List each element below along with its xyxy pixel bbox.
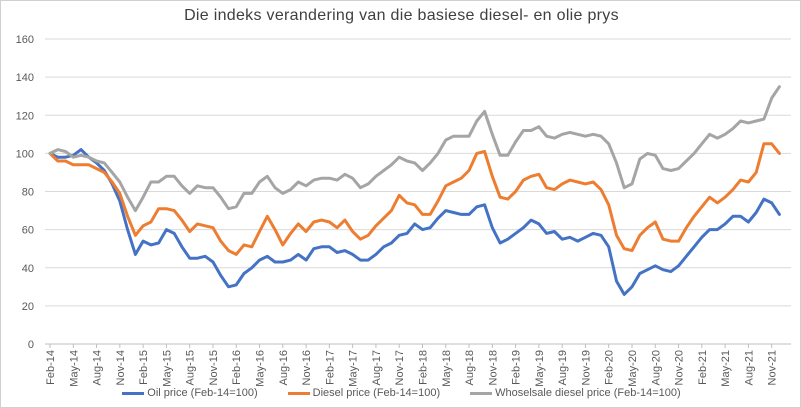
legend-item-wholesale: Whoselsale diesel price (Feb-14=100) xyxy=(470,387,681,399)
y-tick-label: 40 xyxy=(22,263,34,275)
x-tick-label: May-20 xyxy=(627,350,639,387)
x-tick-label: May-15 xyxy=(161,350,173,387)
x-tick-label: May-18 xyxy=(441,350,453,387)
x-tick-label: Feb-18 xyxy=(417,350,429,385)
x-tick-label: Aug-20 xyxy=(650,350,662,385)
x-tick-label: Nov-17 xyxy=(394,350,406,385)
x-tick-label: Nov-21 xyxy=(767,350,779,385)
legend-swatch-diesel xyxy=(287,391,310,395)
x-tick-label: Feb-21 xyxy=(697,350,709,385)
oil-price-line xyxy=(48,148,781,296)
legend-label-diesel: Diesel price (Feb-14=100) xyxy=(312,387,441,399)
x-tick-label: May-14 xyxy=(68,350,80,387)
y-tick-label: 20 xyxy=(22,301,34,313)
x-tick-label: Nov-18 xyxy=(487,350,499,385)
x-tick-label: Feb-20 xyxy=(604,350,616,385)
y-tick-label: 0 xyxy=(28,339,34,351)
x-tick-label: May-19 xyxy=(534,350,546,387)
y-tick-label: 160 xyxy=(16,34,34,46)
x-tick-label: Aug-16 xyxy=(278,350,290,385)
x-tick-label: Feb-15 xyxy=(138,350,150,385)
x-tick-label: Nov-15 xyxy=(208,350,220,385)
y-tick-label: 60 xyxy=(22,225,34,237)
x-tick-label: May-17 xyxy=(348,350,360,387)
x-tick-label: Feb-16 xyxy=(231,350,243,385)
x-tick-label: Feb-17 xyxy=(324,350,336,385)
x-tick-label: Aug-21 xyxy=(743,350,755,385)
x-tick-label: Nov-19 xyxy=(580,350,592,385)
x-tick-label: May-21 xyxy=(720,350,732,387)
legend-label-wholesale: Whoselsale diesel price (Feb-14=100) xyxy=(495,387,681,399)
y-tick-label: 100 xyxy=(16,148,34,160)
legend: Oil price (Feb-14=100) Diesel price (Feb… xyxy=(1,387,800,399)
x-tick-label: Aug-19 xyxy=(557,350,569,385)
x-tick-label: May-16 xyxy=(255,350,267,387)
legend-item-diesel: Diesel price (Feb-14=100) xyxy=(287,387,441,399)
y-tick-label: 120 xyxy=(16,110,34,122)
chart-title: Die indeks verandering van die basiese d… xyxy=(184,7,619,24)
wholesale-diesel-price-line xyxy=(48,85,781,213)
y-tick-label: 80 xyxy=(22,187,34,199)
x-tick-label: Nov-16 xyxy=(301,350,313,385)
x-tick-label: Aug-17 xyxy=(371,350,383,385)
legend-label-oil: Oil price (Feb-14=100) xyxy=(147,387,258,399)
x-tick-label: Nov-14 xyxy=(115,350,127,385)
legend-swatch-oil xyxy=(122,391,145,395)
y-tick-label: 140 xyxy=(16,72,34,84)
x-tick-label: Aug-14 xyxy=(92,350,104,385)
legend-swatch-wholesale xyxy=(470,391,493,395)
x-tick-label: Aug-15 xyxy=(185,350,197,385)
x-tick-label: Feb-14 xyxy=(45,350,57,385)
x-tick-label: Nov-20 xyxy=(674,350,686,385)
legend-item-oil: Oil price (Feb-14=100) xyxy=(122,387,258,399)
diesel-price-line xyxy=(48,142,781,256)
x-tick-label: Aug-18 xyxy=(464,350,476,385)
x-tick-label: Feb-19 xyxy=(511,350,523,385)
